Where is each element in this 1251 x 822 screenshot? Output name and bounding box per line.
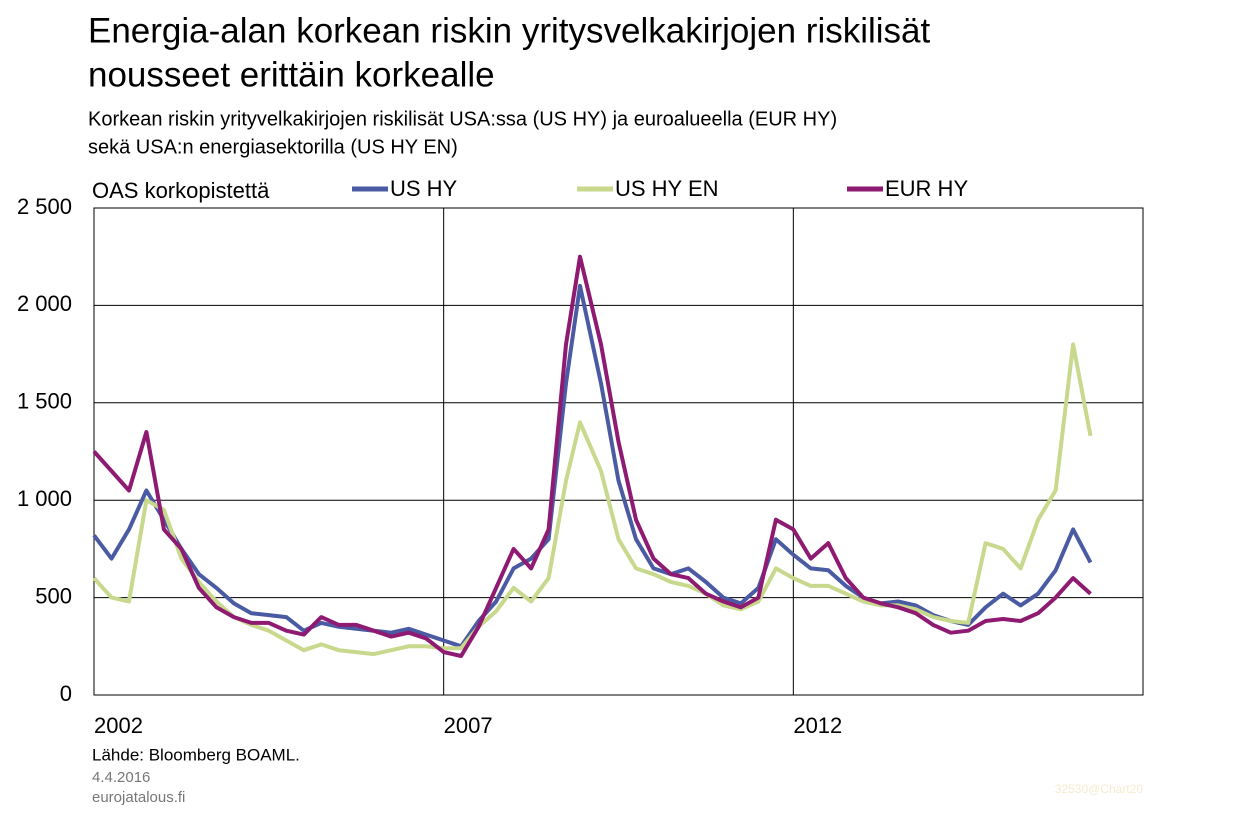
legend-label: US HY bbox=[390, 176, 458, 201]
series-line bbox=[92, 254, 1092, 658]
y-tick-label: 2 000 bbox=[17, 291, 72, 316]
y-tick-label: 1 000 bbox=[17, 486, 72, 511]
series-line bbox=[92, 342, 1093, 657]
x-tick-label: 2012 bbox=[793, 713, 842, 738]
x-tick-label: 2002 bbox=[94, 713, 143, 738]
source: Lähde: Bloomberg BOAML. bbox=[92, 745, 300, 764]
legend-label: US HY EN bbox=[615, 176, 719, 201]
legend-label: EUR HY bbox=[885, 176, 968, 201]
chart-subtitle: Korkean riskin yrityvelkakirjojen riskil… bbox=[88, 108, 837, 130]
y-tick-label: 0 bbox=[60, 681, 72, 706]
chart-subtitle: sekä USA:n energiasektorilla (US HY EN) bbox=[88, 136, 458, 158]
x-tick-label: 2007 bbox=[444, 713, 493, 738]
watermark: 32530@Chart20 bbox=[1055, 782, 1144, 796]
chart-title: Energia-alan korkean riskin yritysvelkak… bbox=[88, 11, 931, 50]
y-tick-label: 2 500 bbox=[17, 194, 72, 219]
y-axis-label: OAS korkopistettä bbox=[92, 178, 270, 203]
date: 4.4.2016 bbox=[92, 769, 150, 786]
series-line bbox=[92, 283, 1093, 649]
y-tick-label: 500 bbox=[35, 583, 72, 608]
chart-title: nousseet erittäin korkealle bbox=[88, 55, 495, 94]
website: eurojatalous.fi bbox=[92, 789, 185, 806]
y-tick-label: 1 500 bbox=[17, 389, 72, 414]
